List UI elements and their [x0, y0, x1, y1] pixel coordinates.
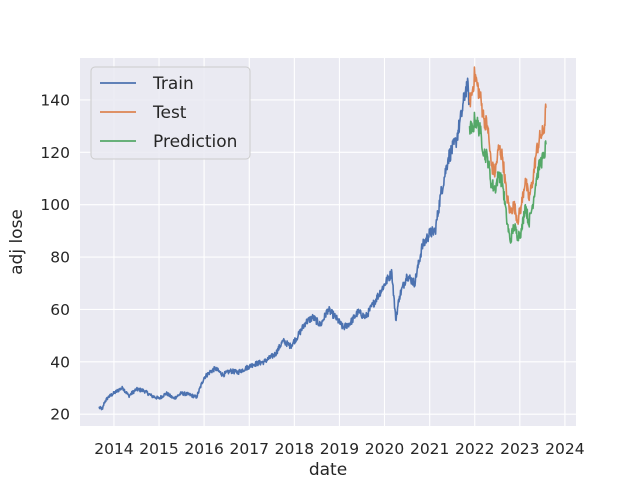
y-tick-label: 60: [50, 301, 70, 319]
y-tick-label: 20: [50, 406, 70, 424]
legend: Train Test Prediction: [90, 66, 251, 160]
x-tick-label: 2022: [455, 440, 494, 458]
y-tick-label: 80: [50, 249, 70, 267]
x-tick-label: 2024: [545, 440, 584, 458]
series-lines: [98, 66, 547, 411]
x-axis-label: date: [309, 460, 347, 480]
x-tick-label: 2017: [230, 440, 269, 458]
x-tick-label: 2018: [275, 440, 314, 458]
series-line-test: [468, 66, 547, 225]
x-tick-label: 2014: [94, 440, 133, 458]
y-tick-label: 100: [40, 196, 70, 214]
x-tick-label: 2021: [410, 440, 449, 458]
legend-label-test: Test: [152, 103, 187, 123]
x-tick-label: 2020: [365, 440, 404, 458]
x-tick-label: 2023: [500, 440, 539, 458]
y-tick-label: 40: [50, 353, 70, 371]
y-tick-label: 120: [40, 144, 70, 162]
y-tick-label: 140: [40, 91, 70, 109]
legend-box: [90, 66, 251, 160]
series-line-prediction: [468, 111, 547, 244]
legend-label-train: Train: [152, 74, 194, 94]
y-axis-label: adj lose: [7, 209, 27, 275]
legend-label-prediction: Prediction: [153, 132, 237, 152]
x-tick-label: 2019: [320, 440, 359, 458]
series-line-train: [98, 77, 471, 411]
x-tick-label: 2016: [184, 440, 223, 458]
x-tick-label: 2015: [139, 440, 178, 458]
tick-labels: 20 40 60 80 100 120 140 2014 2015 2016 2017 2018 201…: [40, 91, 584, 458]
